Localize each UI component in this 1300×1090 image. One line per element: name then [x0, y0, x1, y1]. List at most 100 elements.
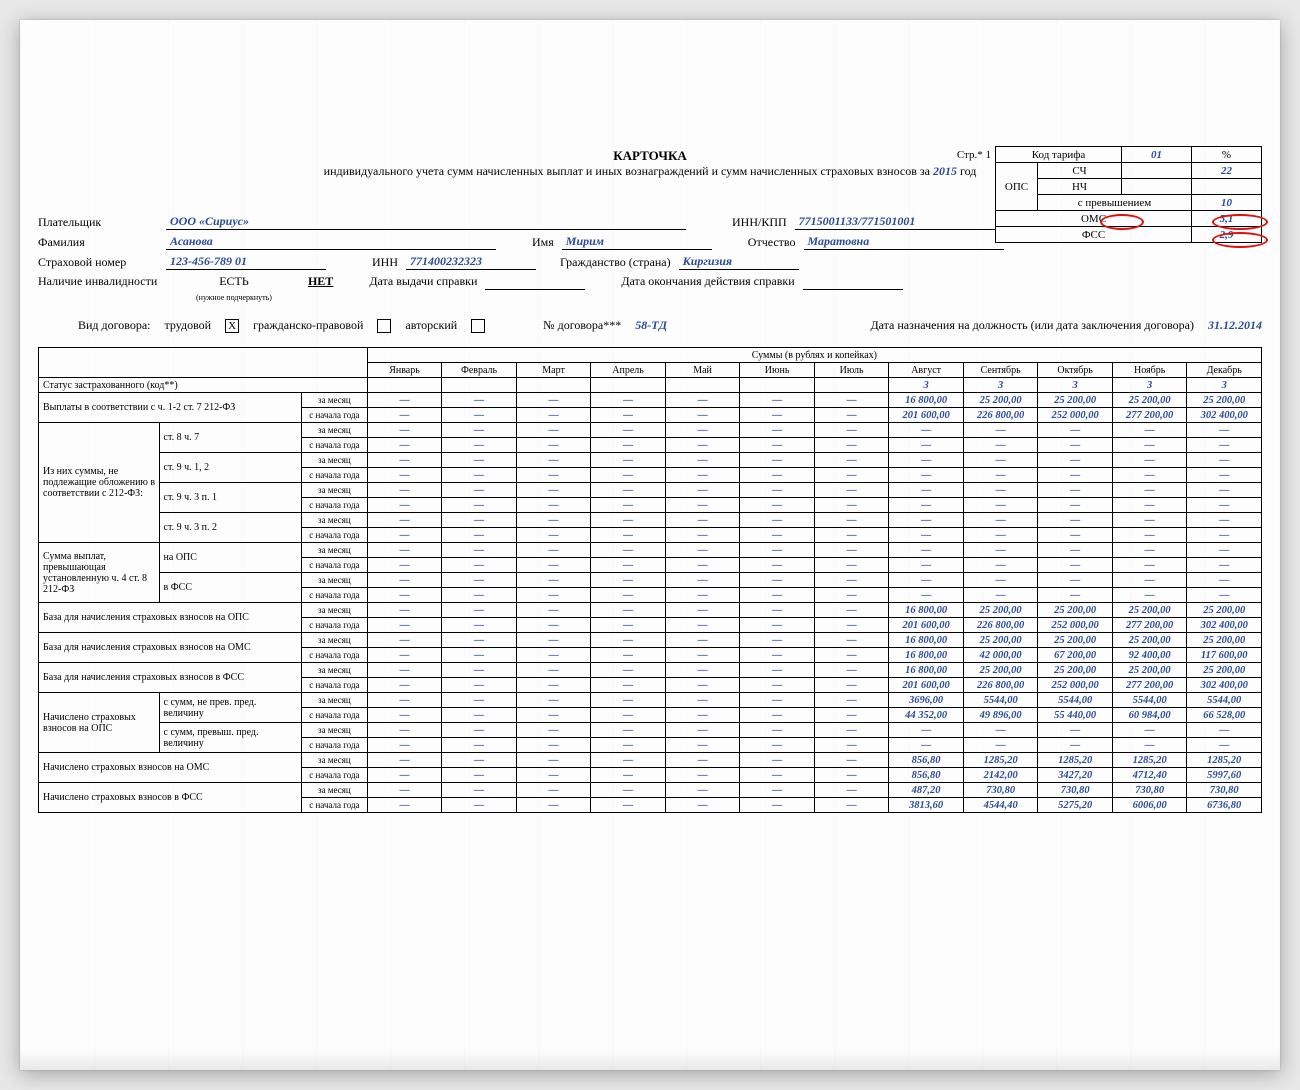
- cell-dash: —: [367, 798, 442, 813]
- cell-dash: —: [889, 738, 964, 753]
- cell-dash: —: [591, 588, 666, 603]
- cell-dash: —: [1038, 558, 1113, 573]
- cell-dash: —: [516, 483, 591, 498]
- cell-dash: —: [1187, 558, 1262, 573]
- cell-dash: —: [591, 483, 666, 498]
- cell-dash: —: [367, 693, 442, 708]
- cell-dash: —: [740, 753, 815, 768]
- cell-dash: —: [665, 723, 740, 738]
- cell-dash: —: [1038, 438, 1113, 453]
- cell-value: 117 600,00: [1187, 648, 1262, 663]
- cell-value: 856,80: [889, 753, 964, 768]
- cell-value: 25 200,00: [1187, 633, 1262, 648]
- cell-value: 5544,00: [1187, 693, 1262, 708]
- name: Мирим: [566, 234, 604, 248]
- cell-dash: —: [740, 603, 815, 618]
- checkbox-civil[interactable]: [377, 319, 391, 333]
- cell-value: 44 352,00: [889, 708, 964, 723]
- cell-dash: —: [740, 768, 815, 783]
- cell-dash: —: [442, 423, 517, 438]
- cell-dash: —: [740, 708, 815, 723]
- row-base_fss: База для начисления страховых взносов в …: [39, 663, 302, 693]
- cell-dash: —: [442, 408, 517, 423]
- inval-yes: ЕСТЬ: [219, 274, 249, 288]
- cell-dash: —: [1187, 453, 1262, 468]
- ops-label: ОПС: [996, 163, 1038, 211]
- contract-num-label: № договора***: [543, 318, 621, 333]
- cell-dash: —: [814, 573, 889, 588]
- cell-dash: —: [516, 738, 591, 753]
- cell-dash: —: [814, 633, 889, 648]
- cell-value: 4544,40: [963, 798, 1038, 813]
- cell-dash: —: [591, 648, 666, 663]
- cell-value: 42 000,00: [963, 648, 1038, 663]
- cell-dash: —: [367, 768, 442, 783]
- cell-dash: —: [1038, 723, 1113, 738]
- cell-dash: —: [814, 498, 889, 513]
- cell-dash: —: [665, 618, 740, 633]
- cell-value: 226 800,00: [963, 408, 1038, 423]
- cell-dash: —: [442, 783, 517, 798]
- cell-dash: —: [814, 738, 889, 753]
- cell-dash: —: [442, 543, 517, 558]
- inval-label: Наличие инвалидности: [38, 274, 188, 289]
- cell-value: 226 800,00: [963, 618, 1038, 633]
- cell-value: 6736,80: [1187, 798, 1262, 813]
- tariff-table: Стр.* 1 Код тарифа 01 % ОПС СЧ 22 НЧ с п…: [951, 146, 1262, 243]
- cell-value: 5544,00: [1112, 693, 1187, 708]
- cell-dash: —: [814, 468, 889, 483]
- cell-dash: —: [665, 468, 740, 483]
- cell-dash: —: [367, 588, 442, 603]
- cell-dash: —: [1187, 723, 1262, 738]
- table-row: Из них суммы, не подлежащие обложению в …: [39, 423, 1262, 438]
- cell-dash: —: [1038, 588, 1113, 603]
- cell-value: 25 200,00: [963, 603, 1038, 618]
- cell-dash: —: [367, 708, 442, 723]
- cell-dash: —: [442, 693, 517, 708]
- cell-dash: —: [889, 543, 964, 558]
- cell-dash: —: [1112, 723, 1187, 738]
- cell-dash: —: [442, 453, 517, 468]
- cell-dash: —: [1112, 573, 1187, 588]
- cell-dash: —: [1187, 513, 1262, 528]
- cell-dash: —: [591, 393, 666, 408]
- cell-dash: —: [963, 528, 1038, 543]
- cell-dash: —: [442, 513, 517, 528]
- cell-dash: —: [740, 483, 815, 498]
- checkbox-auth[interactable]: [471, 319, 485, 333]
- cell-dash: —: [814, 768, 889, 783]
- cell-dash: —: [814, 438, 889, 453]
- cell-value: 201 600,00: [889, 618, 964, 633]
- cell-dash: —: [1112, 543, 1187, 558]
- cell-dash: —: [665, 483, 740, 498]
- fss-label: ФСС: [996, 227, 1192, 243]
- cell-value: 3: [1038, 378, 1113, 393]
- cell-value: 16 800,00: [889, 633, 964, 648]
- table-row: Статус застрахованного (код**)33333: [39, 378, 1262, 393]
- cell-value: 730,80: [963, 783, 1038, 798]
- cell-value: 730,80: [1187, 783, 1262, 798]
- sch-label: СЧ: [1038, 163, 1122, 179]
- cell-dash: —: [367, 513, 442, 528]
- cell-dash: —: [814, 393, 889, 408]
- checkbox-labor[interactable]: X: [225, 319, 239, 333]
- cell-dash: —: [591, 603, 666, 618]
- cell-dash: —: [889, 558, 964, 573]
- table-row: в ФССза месяц————————————: [39, 573, 1262, 588]
- cell-dash: —: [814, 483, 889, 498]
- cell-value: 25 200,00: [1112, 663, 1187, 678]
- cell-dash: —: [442, 663, 517, 678]
- cell-value: 5997,60: [1187, 768, 1262, 783]
- cell-dash: —: [591, 408, 666, 423]
- cell-dash: —: [665, 588, 740, 603]
- snils-label: Страховой номер: [38, 255, 158, 270]
- table-row: База для начисления страховых взносов на…: [39, 633, 1262, 648]
- row-base_oms: База для начисления страховых взносов на…: [39, 633, 302, 663]
- cell-dash: —: [591, 618, 666, 633]
- table-row: ст. 9 ч. 3 п. 1за месяц————————————: [39, 483, 1262, 498]
- cell-dash: —: [442, 768, 517, 783]
- cell-value: 60 984,00: [1112, 708, 1187, 723]
- cell-value: 3: [963, 378, 1038, 393]
- cell-dash: —: [665, 678, 740, 693]
- cell-dash: —: [814, 558, 889, 573]
